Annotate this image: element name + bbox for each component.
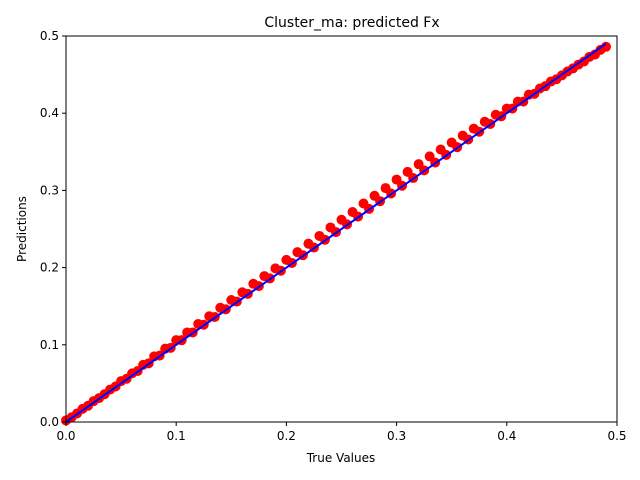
x-tick-label: 0.1 — [167, 429, 186, 443]
x-tick-label: 0.2 — [277, 429, 296, 443]
x-axis-ticks: 0.0 0.1 0.2 0.3 0.4 0.5 — [56, 422, 627, 443]
plot-frame — [65, 35, 618, 423]
x-tick-label: 0.4 — [497, 429, 516, 443]
x-axis-label: True Values — [306, 451, 376, 465]
y-tick-label: 0.5 — [40, 29, 59, 43]
y-tick-label: 0.2 — [40, 261, 59, 275]
x-tick-label: 0.5 — [607, 429, 626, 443]
reference-line-layer — [65, 42, 607, 423]
y-tick-label: 0.4 — [40, 106, 59, 120]
y-axis-ticks: 0.0 0.1 0.2 0.3 0.4 0.5 — [40, 29, 66, 429]
y-tick-label: 0.3 — [40, 183, 59, 197]
y-axis-label: Predictions — [15, 196, 29, 262]
x-tick-label: 0.3 — [387, 429, 406, 443]
x-tick-label: 0.0 — [56, 429, 75, 443]
y-tick-label: 0.0 — [40, 415, 59, 429]
reference-line — [65, 42, 607, 423]
chart-title: Cluster_ma: predicted Fx — [264, 15, 439, 31]
y-tick-label: 0.1 — [40, 338, 59, 352]
